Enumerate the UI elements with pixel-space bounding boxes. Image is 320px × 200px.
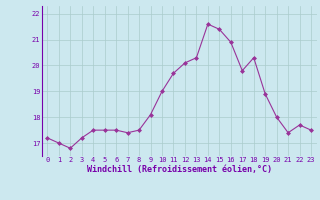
X-axis label: Windchill (Refroidissement éolien,°C): Windchill (Refroidissement éolien,°C)	[87, 165, 272, 174]
